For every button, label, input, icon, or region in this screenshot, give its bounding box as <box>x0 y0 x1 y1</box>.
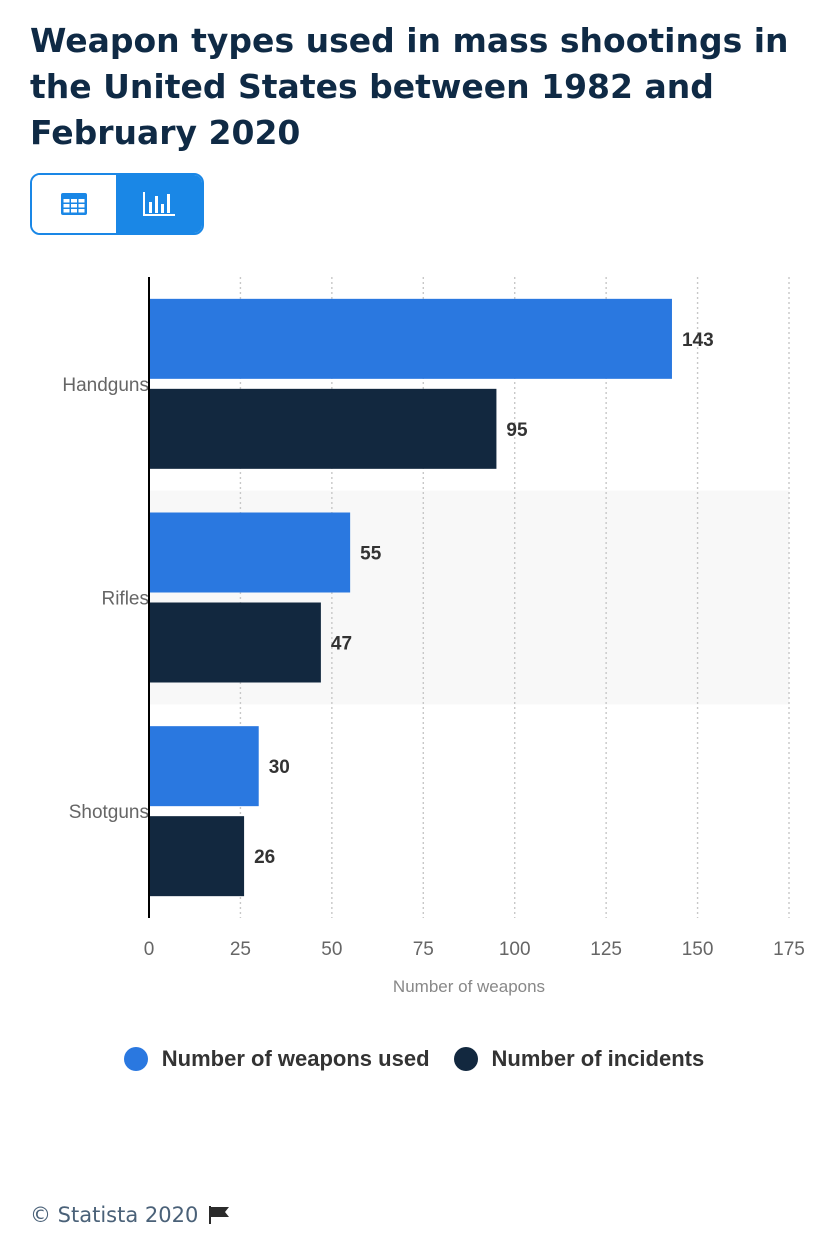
bar-rifles-incidents <box>149 602 321 683</box>
legend-label-weapons: Number of weapons used <box>161 1046 430 1071</box>
x-tick-label: 25 <box>230 939 251 960</box>
table-icon <box>61 193 87 215</box>
x-axis-title: Number of weapons <box>393 977 545 996</box>
bar-shotguns-incidents <box>149 816 245 897</box>
bar-shotguns-weapons <box>149 726 259 807</box>
legend-swatch-weapons <box>123 1047 148 1071</box>
flag-icon[interactable] <box>208 1205 232 1225</box>
data-label: 47 <box>331 634 352 655</box>
data-label: 30 <box>269 757 290 778</box>
x-tick-label: 0 <box>144 939 155 960</box>
chart-legend: Number of weapons used Number of inciden… <box>0 1046 828 1072</box>
chart-title: Weapon types used in mass shootings in t… <box>30 21 789 152</box>
data-label: 95 <box>506 420 528 441</box>
x-tick-label: 125 <box>590 939 622 960</box>
bar-chart: 0 25 50 75 100 125 150 175 Number of weapons 143 9… <box>62 277 805 996</box>
data-label: 143 <box>682 330 714 351</box>
category-label: Handguns <box>62 375 149 396</box>
x-tick-label: 100 <box>499 939 531 960</box>
x-tick-label: 175 <box>773 939 805 960</box>
data-label: 55 <box>360 544 382 565</box>
legend-item-incidents[interactable]: Number of incidents <box>453 1046 705 1072</box>
data-label: 26 <box>254 847 275 868</box>
x-tick-label: 50 <box>321 939 342 960</box>
legend-item-weapons[interactable]: Number of weapons used <box>123 1046 430 1072</box>
bar-chart-icon <box>143 192 175 216</box>
copyright-link[interactable]: © Statista 2020 <box>30 1203 199 1227</box>
bar-rifles-weapons <box>149 512 351 593</box>
category-label: Rifles <box>101 589 149 610</box>
legend-label-incidents: Number of incidents <box>491 1046 705 1071</box>
table-view-button[interactable] <box>32 175 116 233</box>
view-toggle <box>30 173 204 235</box>
legend-swatch-incidents <box>453 1047 478 1071</box>
x-tick-label: 75 <box>413 939 434 960</box>
footer: © Statista 2020 <box>30 1203 232 1227</box>
chart-view-button[interactable] <box>116 175 202 233</box>
x-tick-label: 150 <box>682 939 714 960</box>
category-label: Shotguns <box>69 802 149 823</box>
bar-handguns-incidents <box>149 388 497 469</box>
bar-handguns-weapons <box>149 298 672 379</box>
